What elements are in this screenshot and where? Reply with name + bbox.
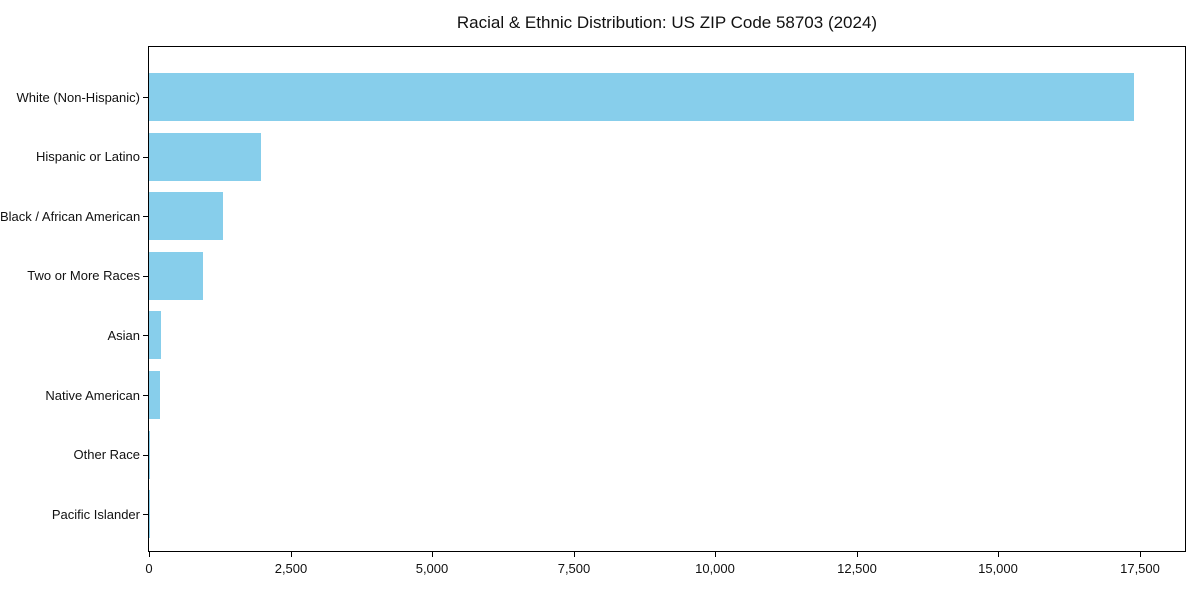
x-tick-mark: [149, 552, 150, 557]
x-tick-mark: [574, 552, 575, 557]
y-tick-label: White (Non-Hispanic): [16, 90, 140, 105]
y-tick-mark: [143, 97, 148, 98]
bar-hispanic-or-latino: [149, 132, 261, 181]
x-tick-label: 12,500: [837, 561, 877, 576]
x-tick-label: 15,000: [978, 561, 1018, 576]
y-tick-label: Asian: [107, 328, 140, 343]
x-tick-mark: [857, 552, 858, 557]
bar-two-or-more-races: [149, 251, 203, 300]
x-tick-mark: [432, 552, 433, 557]
x-tick-label: 7,500: [557, 561, 591, 576]
x-tick-mark: [998, 552, 999, 557]
bar-black-african-american: [149, 192, 223, 241]
y-tick-mark: [143, 335, 148, 336]
y-tick-label: Native American: [45, 388, 140, 403]
x-tick-label: 10,000: [695, 561, 735, 576]
y-tick-mark: [143, 455, 148, 456]
x-tick-mark: [715, 552, 716, 557]
x-tick-label: 5,000: [415, 561, 449, 576]
y-tick-label: Pacific Islander: [51, 507, 140, 522]
x-tick-label: 0: [145, 561, 153, 576]
x-tick-mark: [1140, 552, 1141, 557]
y-tick-mark: [143, 514, 148, 515]
y-tick-label: Other Race: [73, 447, 140, 462]
chart-title: Racial & Ethnic Distribution: US ZIP Cod…: [456, 13, 878, 32]
plot-area: [148, 46, 1186, 552]
y-tick-label: Hispanic or Latino: [35, 149, 140, 164]
bar-other-race: [149, 430, 151, 479]
y-tick-mark: [143, 395, 148, 396]
y-tick-mark: [143, 276, 148, 277]
x-tick-label: 2,500: [274, 561, 308, 576]
x-tick-label: 17,500: [1120, 561, 1160, 576]
y-tick-label: Two or More Races: [27, 268, 140, 283]
bar-asian: [149, 311, 162, 360]
y-tick-label: Black / African American: [0, 209, 141, 224]
x-tick-mark: [291, 552, 292, 557]
y-tick-mark: [143, 157, 148, 158]
bar-native-american: [149, 371, 161, 419]
bar-white-non-hispanic: [149, 73, 1135, 121]
y-tick-mark: [143, 216, 148, 217]
